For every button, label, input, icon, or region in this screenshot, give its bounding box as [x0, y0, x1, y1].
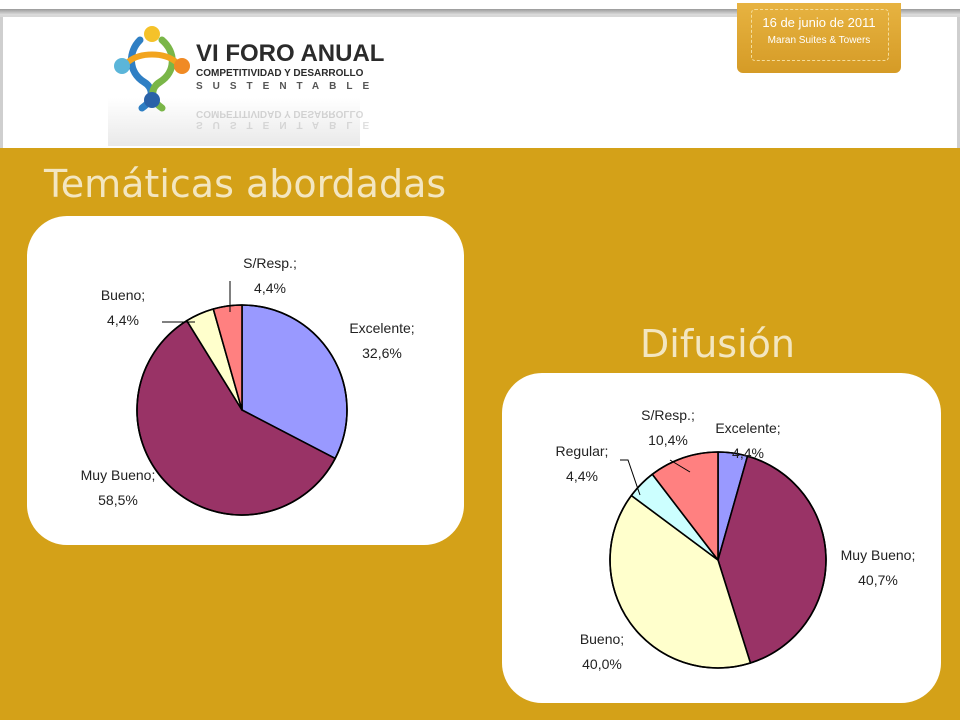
- slice-value-muy-bueno: 40,7%: [858, 572, 898, 588]
- event-date-badge: 16 de junio de 2011 Maran Suites & Tower…: [737, 3, 901, 73]
- event-venue: Maran Suites & Towers: [767, 35, 871, 46]
- slice-value-muy-bueno: 58,5%: [98, 492, 138, 508]
- slice-label-bueno: Bueno;: [580, 631, 624, 647]
- badge-stitched-border: [751, 9, 889, 61]
- slice-label-s-resp: S/Resp.;: [243, 255, 297, 271]
- logo-title: VI FORO ANUAL: [196, 40, 385, 67]
- slice-value-excelente: 4,4%: [732, 445, 764, 461]
- header-top-rule: [0, 9, 960, 15]
- header-top-rule-shadow: [0, 15, 960, 17]
- header-left-edge: [0, 17, 3, 148]
- slice-value-excelente: 32,6%: [362, 345, 402, 361]
- event-date: 16 de junio de 2011: [762, 15, 876, 30]
- pie-outline: [136, 304, 348, 516]
- slice-label-muy-bueno: Muy Bueno;: [81, 467, 156, 483]
- title-tematicas: Temáticas abordadas: [44, 162, 447, 206]
- slice-label-s-resp: S/Resp.;: [641, 407, 695, 423]
- slice-value-bueno: 40,0%: [582, 656, 622, 672]
- leader-line-s-resp: [669, 459, 691, 473]
- header-right-edge: [957, 17, 960, 148]
- slice-label-bueno: Bueno;: [101, 287, 145, 303]
- slice-label-regular: Regular;: [556, 443, 609, 459]
- leader-line-regular: [620, 459, 641, 496]
- slice-value-regular: 4,4%: [566, 468, 598, 484]
- slice-value-bueno: 4,4%: [107, 312, 139, 328]
- slice-label-muy-bueno: Muy Bueno;: [841, 547, 916, 563]
- slice-value-s-resp: 10,4%: [648, 432, 688, 448]
- slice-value-s-resp: 4,4%: [254, 280, 286, 296]
- logo-subtitle: COMPETITIVIDAD Y DESARROLLO: [196, 68, 364, 79]
- title-difusion: Difusión: [640, 322, 795, 366]
- forum-logo: VI FORO ANUAL COMPETITIVIDAD Y DESARROLL…: [108, 20, 384, 146]
- pie-outline: [609, 451, 827, 669]
- logo-tagline: SUSTENTABLE: [196, 81, 380, 92]
- slice-label-excelente: Excelente;: [349, 320, 414, 336]
- slice-label-excelente: Excelente;: [715, 420, 780, 436]
- forum-logo-emblem-icon: [114, 26, 190, 112]
